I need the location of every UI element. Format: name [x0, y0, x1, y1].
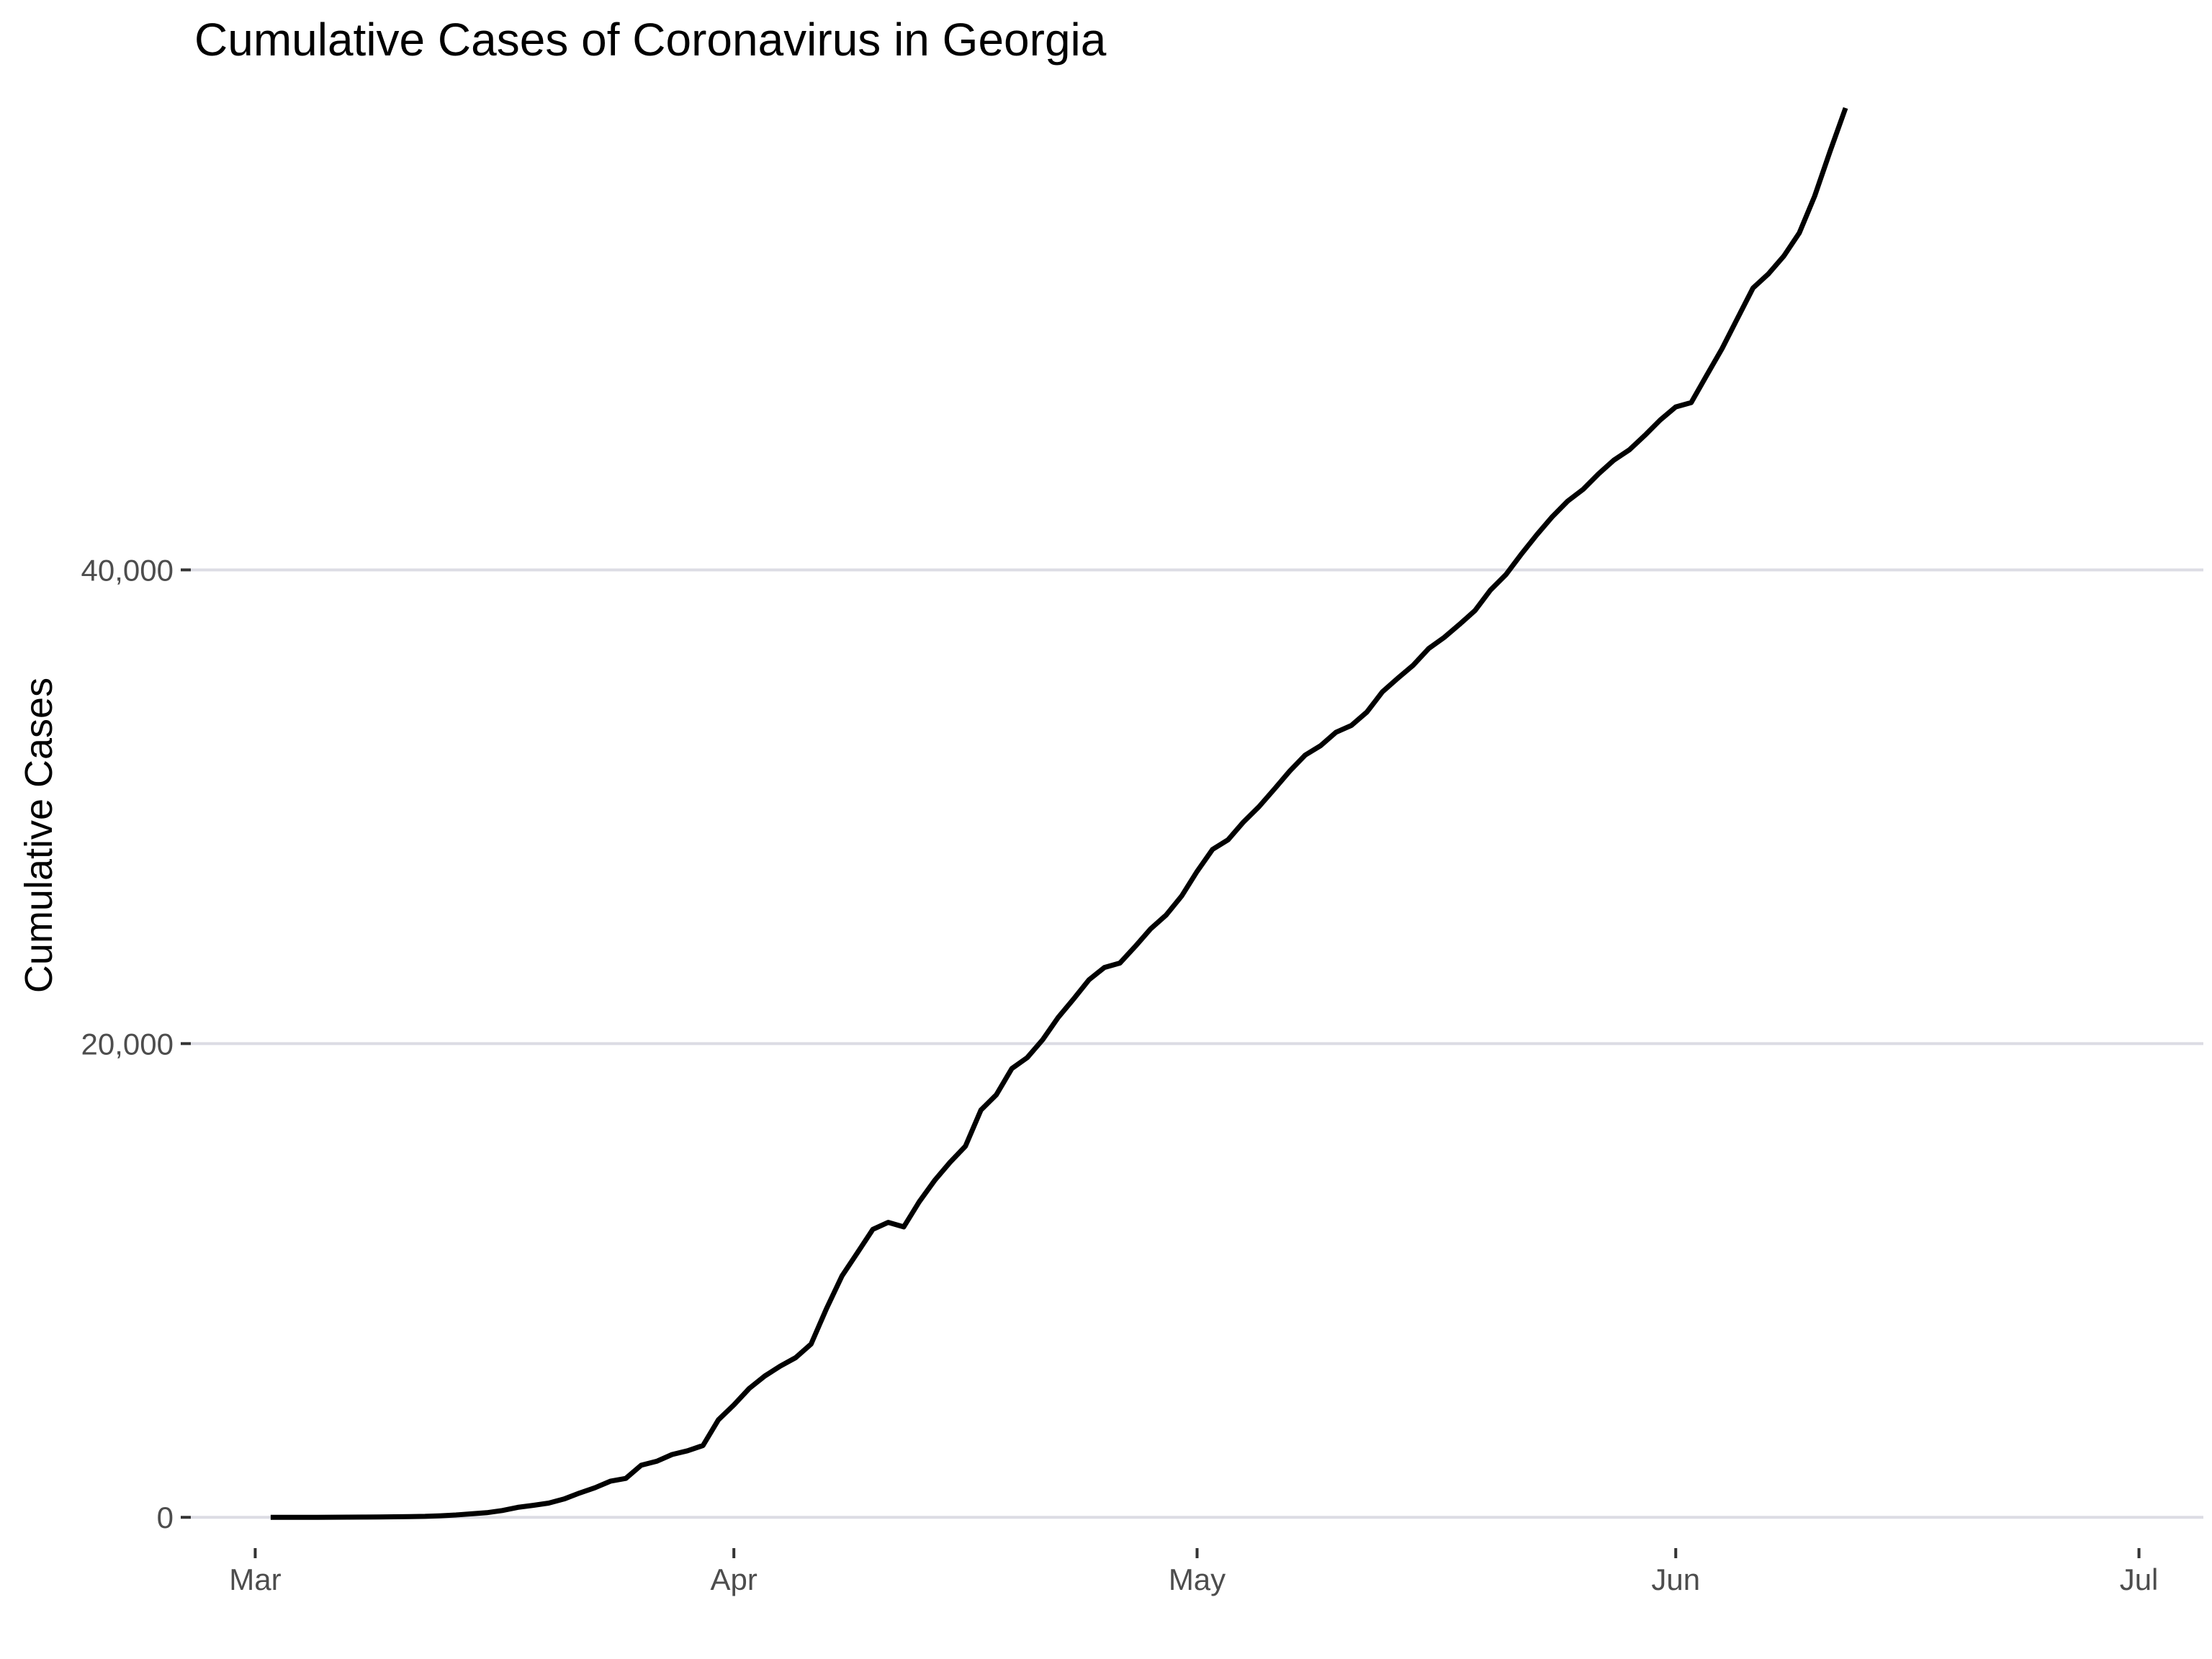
y-tick-label: 40,000	[81, 553, 174, 587]
series-line	[270, 107, 1848, 1520]
x-tick-label: Mar	[229, 1563, 281, 1596]
y-axis-title: Cumulative Cases	[17, 678, 60, 993]
y-tick-label: 0	[157, 1501, 174, 1534]
x-tick-label: May	[1169, 1563, 1226, 1596]
chart-title: Cumulative Cases of Coronavirus in Georg…	[194, 14, 1107, 66]
x-tick-label: Jun	[1651, 1563, 1700, 1596]
x-tick-label: Apr	[711, 1563, 757, 1596]
y-tick-label: 20,000	[81, 1027, 174, 1061]
x-tick-label: Jul	[2120, 1563, 2159, 1596]
